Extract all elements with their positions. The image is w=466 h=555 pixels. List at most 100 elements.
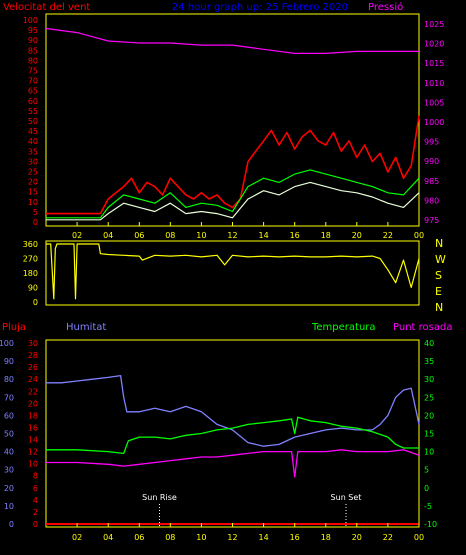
wind-tick-label: 20 (28, 178, 38, 187)
pressure-tick-label: 1010 (424, 79, 444, 88)
rain-tick-label: 26 (28, 363, 38, 372)
direction-tick-label: 0 (33, 298, 38, 307)
dewpoint-line (46, 449, 420, 478)
humidity-tick-label: 10 (4, 502, 14, 511)
temperature-tick-label: 40 (424, 339, 434, 348)
wind-x-tick-label: 22 (383, 231, 393, 240)
pressure-line (45, 27, 419, 55)
wind-tick-label: 80 (28, 56, 38, 65)
wind-x-tick-label: 00 (414, 231, 424, 240)
temperature-label: Temperatura (311, 322, 376, 333)
wind-tick-label: 10 (28, 198, 38, 207)
direction-tick-label: 90 (28, 284, 38, 293)
humidity-tick-label: 50 (4, 430, 14, 439)
rain-tick-label: 30 (28, 339, 38, 348)
wind-tick-label: 0 (33, 218, 38, 227)
temperature-tick-label: 35 (424, 357, 434, 366)
humidity-tick-label: 60 (4, 411, 14, 420)
wind-speed-label: Velocitat del vent (3, 2, 90, 13)
wind-tick-label: 55 (28, 107, 38, 116)
wind-x-tick-label: 06 (134, 231, 144, 240)
direction-tick-label: 270 (23, 255, 38, 264)
rain-tick-label: 8 (33, 472, 38, 481)
temperature-tick-label: 25 (424, 393, 434, 402)
temperature-tick-label: 30 (424, 375, 434, 384)
compass-label: E (435, 285, 442, 298)
wind-tick-label: 40 (28, 137, 38, 146)
pressure-tick-label: 1000 (424, 118, 444, 127)
humidity-tick-label: 70 (4, 393, 14, 402)
wind-tick-label: 65 (28, 87, 38, 96)
humidity-tick-label: 100 (0, 339, 14, 348)
wind-x-tick-label: 12 (227, 231, 237, 240)
temperature-tick-label: -10 (424, 520, 437, 529)
rain-tick-label: 16 (28, 424, 38, 433)
humidity-tick-label: 30 (4, 466, 14, 475)
climate-x-tick-label: 06 (134, 533, 144, 542)
pressure-tick-label: 1015 (424, 59, 444, 68)
pressure-tick-label: 1005 (424, 98, 444, 107)
direction-tick-label: 360 (23, 240, 38, 249)
temperature-tick-label: 0 (424, 484, 429, 493)
direction-axis-ticks: 360 270 180 90 0 (23, 240, 38, 307)
wind-x-tick-label: 20 (352, 231, 362, 240)
climate-x-tick-label: 18 (321, 533, 331, 542)
climate-x-tick-label: 22 (383, 533, 393, 542)
humidity-tick-label: 80 (4, 375, 14, 384)
rain-tick-label: 6 (33, 484, 38, 493)
wind-axis-ticks: 1009590858075706560555045403530252015105… (23, 16, 38, 227)
sun-annotation-label: Sun Rise (142, 493, 177, 502)
temperature-tick-label: 15 (424, 430, 434, 439)
pressure-tick-label: 980 (424, 196, 439, 205)
temperature-axis-ticks: 40 35 30 25 20 15 10 5 0 -5 -10 (424, 339, 437, 529)
rain-tick-label: 0 (33, 520, 38, 529)
wind-tick-label: 15 (28, 188, 38, 197)
wind-x-tick-label: 04 (103, 231, 113, 240)
wind-x-ticks: 02 04 06 08 10 12 14 16 18 20 22 00 (72, 222, 424, 240)
direction-line (46, 243, 420, 300)
wind-tick-label: 85 (28, 46, 38, 55)
temperature-tick-label: -5 (424, 502, 432, 511)
wind-tick-label: 90 (28, 36, 38, 45)
pressure-tick-label: 1020 (424, 40, 444, 49)
climate-x-ticks: 02 04 06 08 10 12 14 16 18 20 22 00 (72, 523, 424, 542)
temperature-tick-label: 10 (424, 448, 434, 457)
wind-tick-label: 45 (28, 127, 38, 136)
sun-annotations: Sun Rise Sun Set (142, 493, 361, 527)
compass-label: N (435, 237, 443, 250)
direction-plot-frame (45, 240, 420, 306)
pressure-tick-label: 975 (424, 216, 439, 225)
gust-line (46, 181, 420, 221)
climate-x-tick-label: 00 (414, 533, 424, 542)
wind-x-tick-label: 08 (165, 231, 175, 240)
rain-tick-label: 18 (28, 411, 38, 420)
pressure-axis-ticks: 1025 1020 1015 1010 1005 1000 995 990 985 980 975 (424, 20, 444, 225)
humidity-line (46, 374, 420, 447)
wind-tick-label: 95 (28, 26, 38, 35)
pressure-label: Pressió (368, 1, 403, 13)
compass-label: W (435, 253, 446, 266)
avg-line (46, 169, 420, 219)
climate-x-tick-label: 08 (165, 533, 175, 542)
wind-x-tick-label: 14 (259, 231, 269, 240)
temperature-tick-label: 5 (424, 466, 429, 475)
wind-tick-label: 100 (23, 16, 38, 25)
wind-tick-label: 30 (28, 157, 38, 166)
rain-tick-label: 2 (33, 508, 38, 517)
wind-x-tick-label: 10 (196, 231, 206, 240)
wind-tick-label: 75 (28, 67, 38, 76)
sun-annotation-label: Sun Set (331, 493, 362, 502)
rain-tick-label: 28 (28, 351, 38, 360)
pressure-tick-label: 990 (424, 157, 439, 166)
humidity-tick-label: 90 (4, 357, 14, 366)
wind-tick-label: 60 (28, 97, 38, 106)
rain-tick-label: 10 (28, 460, 38, 469)
wind-tick-label: 50 (28, 117, 38, 126)
humidity-label: Humitat (66, 322, 106, 333)
compass-label: S (435, 269, 442, 282)
rain-tick-label: 24 (28, 375, 38, 384)
